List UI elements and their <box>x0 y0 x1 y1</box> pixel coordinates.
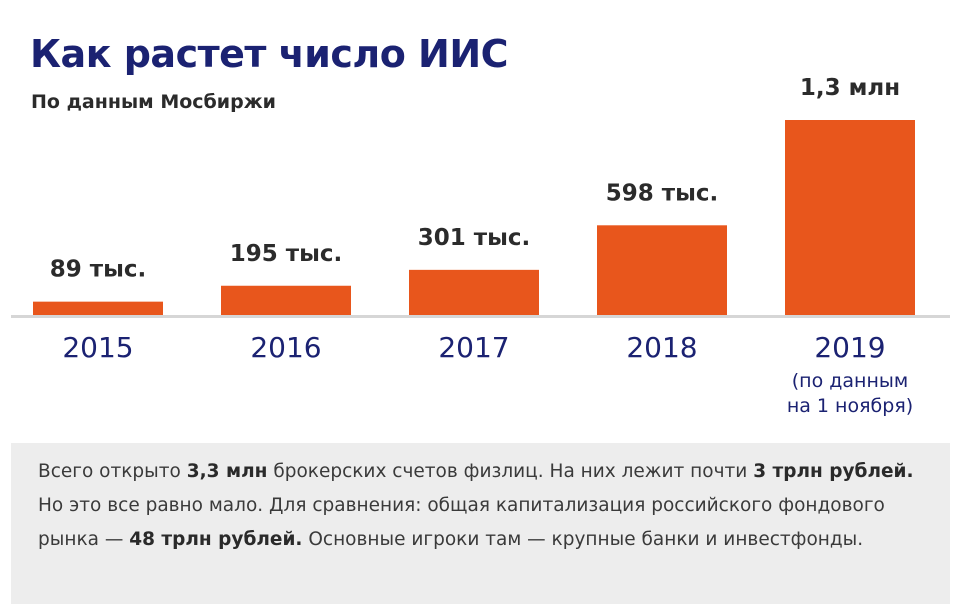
bar-2017 <box>409 269 539 315</box>
tick-label-2017: 2017 <box>438 331 509 364</box>
note-text: Основные игроки там — крупные банки и ин… <box>302 529 864 550</box>
info-note: Всего открыто 3,3 млн брокерских счетов … <box>11 443 950 604</box>
tick-label-2019: 2019 <box>814 331 885 364</box>
chart-title: Как растет число ИИС <box>30 32 509 76</box>
tick-note-2019-0: (по данным <box>792 370 908 392</box>
value-label-2018: 598 тыс. <box>606 180 719 206</box>
bar-2019 <box>785 120 915 315</box>
tick-label-2015: 2015 <box>62 331 133 364</box>
note-text: Всего открыто <box>38 461 187 482</box>
value-label-2016: 195 тыс. <box>230 241 343 267</box>
bar-2018 <box>597 225 727 315</box>
note-text: брокерских счетов физлиц. На них лежит п… <box>267 461 754 482</box>
value-label-2017: 301 тыс. <box>418 225 531 251</box>
bar-2015 <box>33 301 163 315</box>
note-text: Но это все равно мало. Для сравнения: об… <box>38 495 885 550</box>
chart-subtitle: По данным Мосбиржи <box>31 91 276 113</box>
note-highlight: 3 трлн рублей. <box>753 461 914 482</box>
tick-label-2018: 2018 <box>626 331 697 364</box>
note-highlight: 48 трлн рублей. <box>129 529 303 550</box>
tick-note-2019-1: на 1 ноября) <box>787 395 913 417</box>
value-label-2019: 1,3 млн <box>800 75 900 101</box>
value-label-2015: 89 тыс. <box>50 257 147 283</box>
tick-label-2016: 2016 <box>250 331 321 364</box>
bar-2016 <box>221 285 351 315</box>
bar-chart: 89 тыс. 2015 195 тыс. 2016 301 тыс. 2017 598 т… <box>11 75 950 417</box>
note-highlight: 3,3 млн <box>186 461 268 482</box>
